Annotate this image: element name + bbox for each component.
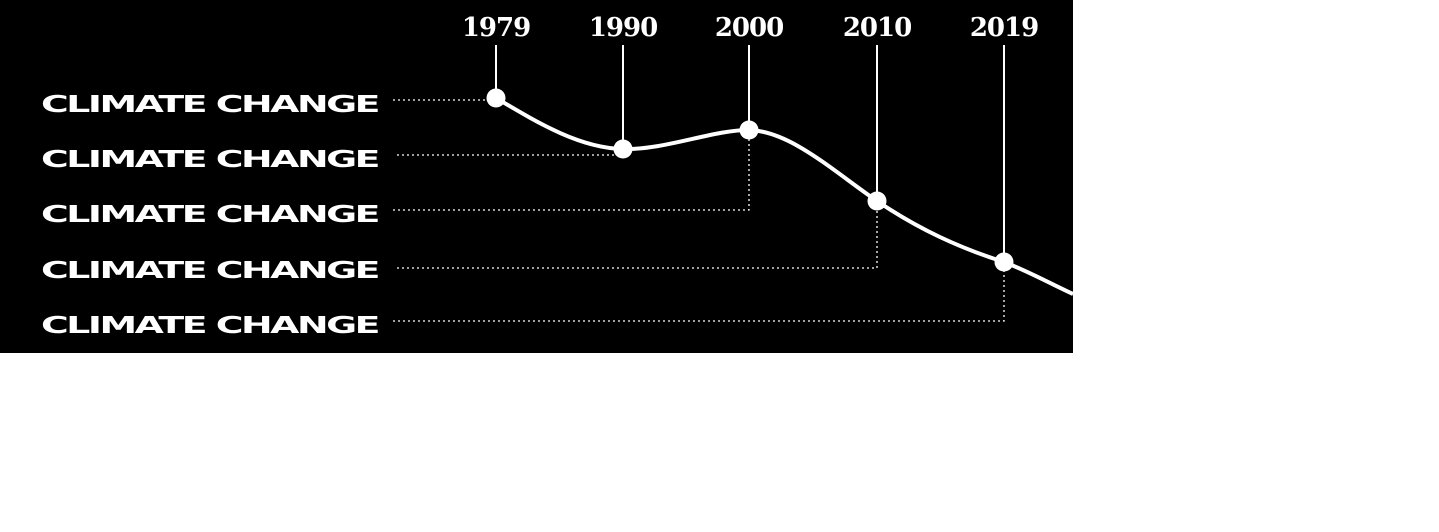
row-label-1: CLIMATE CHANGE (41, 92, 379, 118)
year-label-2019: 2019 (970, 13, 1038, 43)
marker-2000 (739, 120, 759, 140)
connector-2010 (397, 201, 878, 269)
year-label-1990: 1990 (589, 13, 657, 43)
timeline-graphic: 1979 1990 2000 2010 2019 CLIMATE CHANGE … (41, 13, 1073, 339)
trend-curve (494, 96, 1073, 296)
connector-2019 (393, 262, 1005, 322)
year-labels: 1979 1990 2000 2010 2019 (462, 13, 1039, 43)
marker-1979 (486, 88, 506, 108)
timeline-panel: 1979 1990 2000 2010 2019 CLIMATE CHANGE … (0, 0, 1073, 353)
row-label-2: CLIMATE CHANGE (41, 147, 379, 173)
year-stems (495, 45, 1005, 262)
row-label-5: CLIMATE CHANGE (41, 313, 379, 339)
marker-1990 (613, 139, 633, 159)
marker-2010 (867, 191, 887, 211)
year-label-2010: 2010 (843, 13, 911, 43)
point-markers (486, 88, 1014, 272)
connector-2000 (393, 130, 750, 211)
year-label-1979: 1979 (462, 13, 530, 43)
marker-2019 (994, 252, 1014, 272)
row-label-3: CLIMATE CHANGE (41, 202, 379, 228)
year-label-2000: 2000 (715, 13, 783, 43)
dotted-connectors (393, 99, 1005, 322)
row-labels: CLIMATE CHANGE CLIMATE CHANGE CLIMATE CH… (41, 92, 381, 339)
row-label-4: CLIMATE CHANGE (41, 258, 379, 284)
